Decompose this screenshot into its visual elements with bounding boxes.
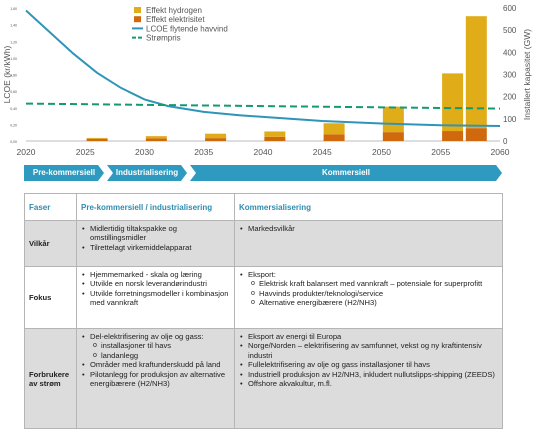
phase-industrialisation: Industrialisering <box>107 165 187 181</box>
cell-focus-left: Hjemmemarked - skala og læringUtvikle en… <box>76 266 235 329</box>
legend-label: Strømpris <box>146 34 181 43</box>
list-item: Offshore akvakultur, m.fl. <box>240 379 498 389</box>
list-item: Fullelektrifisering av olje og gass inst… <box>240 360 498 370</box>
lcoe-line <box>25 9 501 127</box>
sub-list-item: Elektrisk kraft balansert med vannkraft … <box>251 279 498 289</box>
sub-list: Elektrisk kraft balansert med vannkraft … <box>248 279 498 308</box>
legend-label: Effekt hydrogen <box>146 6 202 15</box>
y-left-tick-label: 1,00 <box>10 57 17 61</box>
legend-label: LCOE flytende havvind <box>146 24 228 33</box>
y-left-tick-label: 0,80 <box>10 74 17 78</box>
bar-hydrogen <box>205 133 227 139</box>
bar-elektrisitet <box>86 138 108 141</box>
phase-commercial: Kommersiell <box>190 165 502 181</box>
list-item: Hjemmemarked - skala og læring <box>82 270 230 280</box>
bar-elektrisitet <box>145 138 167 141</box>
cell-terms-right: Markedsvilkår <box>234 220 503 267</box>
phase-arrows: Pre-kommersiell Industrialisering Kommer… <box>24 165 502 181</box>
cell-terms-left: Midlertidig tiltakspakke og omstillingsm… <box>76 220 235 267</box>
x-tick-label: 2020 <box>17 147 36 157</box>
list-item: Eksport:Elektrisk kraft balansert med va… <box>240 270 498 308</box>
list-item: Utvikle forretningsmodeller i kombinasjo… <box>82 289 230 308</box>
cell-focus-right: Eksport:Elektrisk kraft balansert med va… <box>234 266 503 329</box>
bar-hydrogen <box>86 137 108 139</box>
y-right-tick-label: 400 <box>503 48 517 57</box>
y-right-tick-label: 0 <box>503 137 508 146</box>
row-label-terms: Vilkår <box>24 220 77 267</box>
capacity-lcoe-chart: 2020 2025 2030 2035 2040 2045 2050 2055 2060 0,00… <box>2 4 532 157</box>
bar-hydrogen <box>145 136 167 139</box>
y-right-axis-title: Installert kapasitet (GW) <box>522 29 532 120</box>
legend-swatch <box>134 7 141 13</box>
cell-consumers-left: Del-elektrifisering av olje og gass:inst… <box>76 328 235 429</box>
bar-hydrogen <box>382 106 404 133</box>
y-right-tick-label: 200 <box>503 93 517 102</box>
list-item: Markedsvilkår <box>240 224 498 234</box>
list-item: Tilrettelagt virkemiddelapparat <box>82 243 230 253</box>
header-pre-commercial: Pre-kommersiell / industrialisering <box>76 193 235 221</box>
x-tick-label: 2055 <box>431 147 450 157</box>
row-label-focus: Fokus <box>24 266 77 329</box>
list-item: Industriell produksjon av H2/NH3, inklud… <box>240 370 498 380</box>
table-row-consumers: Forbrukere av strøm Del-elektrifisering … <box>24 328 503 429</box>
y-right-tick-label: 600 <box>503 4 517 13</box>
phase-pre-commercial: Pre-kommersiell <box>24 165 104 181</box>
header-commercial: Kommersialisering <box>234 193 503 221</box>
y-right-tick-label: 300 <box>503 71 517 80</box>
sub-list-item: Havvinds produkter/teknologi/service <box>251 289 498 299</box>
sub-list: installasjoner til havslandanlegg <box>90 341 230 360</box>
table-row-terms: Vilkår Midlertidig tiltakspakke og omsti… <box>24 220 503 267</box>
table-row-focus: Fokus Hjemmemarked - skala og læringUtvi… <box>24 266 503 329</box>
y-left-tick-label: 0,60 <box>10 90 17 94</box>
bar-elektrisitet <box>382 132 404 141</box>
x-tick-label: 2030 <box>135 147 154 157</box>
y-right-tick-label: 500 <box>503 26 517 35</box>
bar-elektrisitet <box>442 131 464 141</box>
table-header-row: Faser Pre-kommersiell / industrialiserin… <box>24 193 503 221</box>
y-left-tick-label: 0,00 <box>10 140 17 144</box>
bar-elektrisitet <box>465 128 487 141</box>
row-label-consumers: Forbrukere av strøm <box>24 328 77 429</box>
list-item: Midlertidig tiltakspakke og omstillingsm… <box>82 224 230 243</box>
x-tick-label: 2025 <box>76 147 95 157</box>
price-line <box>25 102 501 110</box>
y-left-axis-title: LCOE (kr/kWh) <box>2 46 12 104</box>
bar-hydrogen <box>323 123 345 135</box>
bar-hydrogen <box>442 73 464 132</box>
list-item: Del-elektrifisering av olje og gass:inst… <box>82 332 230 361</box>
bar-hydrogen <box>465 16 487 129</box>
x-tick-label: 2040 <box>254 147 273 157</box>
x-tick-label: 2050 <box>372 147 391 157</box>
sub-list-item: Alternative energibærere (H2/NH3) <box>251 298 498 308</box>
list-item: Norge/Norden – elektrifisering av samfun… <box>240 341 498 360</box>
bar-hydrogen <box>264 131 286 137</box>
list-item: Utvikle en norsk leverandørindustri <box>82 279 230 289</box>
bar-elektrisitet <box>205 138 227 141</box>
y-left-tick-label: 0,40 <box>10 107 17 111</box>
legend-swatch <box>134 16 141 23</box>
bar-elektrisitet <box>323 134 345 141</box>
legend-label: Effekt elektrisitet <box>146 15 205 24</box>
sub-list-item: installasjoner til havs <box>93 341 230 351</box>
y-left-tick-label: 1,20 <box>10 40 17 44</box>
list-item: Eksport av energi til Europa <box>240 332 498 342</box>
y-left-tick-label: 0,20 <box>10 123 17 127</box>
sub-list-item: landanlegg <box>93 351 230 361</box>
list-item: Pilotanlegg for produksjon av alternativ… <box>82 370 230 389</box>
x-tick-label: 2035 <box>194 147 213 157</box>
y-left-tick-label: 1,60 <box>10 7 17 11</box>
x-tick-label: 2060 <box>491 147 510 157</box>
bar-elektrisitet <box>264 136 286 141</box>
cell-consumers-right: Eksport av energi til EuropaNorge/Norden… <box>234 328 503 429</box>
phase-table: Faser Pre-kommersiell / industrialiserin… <box>24 193 503 429</box>
y-right-tick-label: 100 <box>503 115 517 124</box>
list-item: Områder med kraftunderskudd på land <box>82 360 230 370</box>
y-left-tick-label: 1,40 <box>10 24 17 28</box>
x-tick-label: 2045 <box>313 147 332 157</box>
header-phases: Faser <box>24 193 77 221</box>
